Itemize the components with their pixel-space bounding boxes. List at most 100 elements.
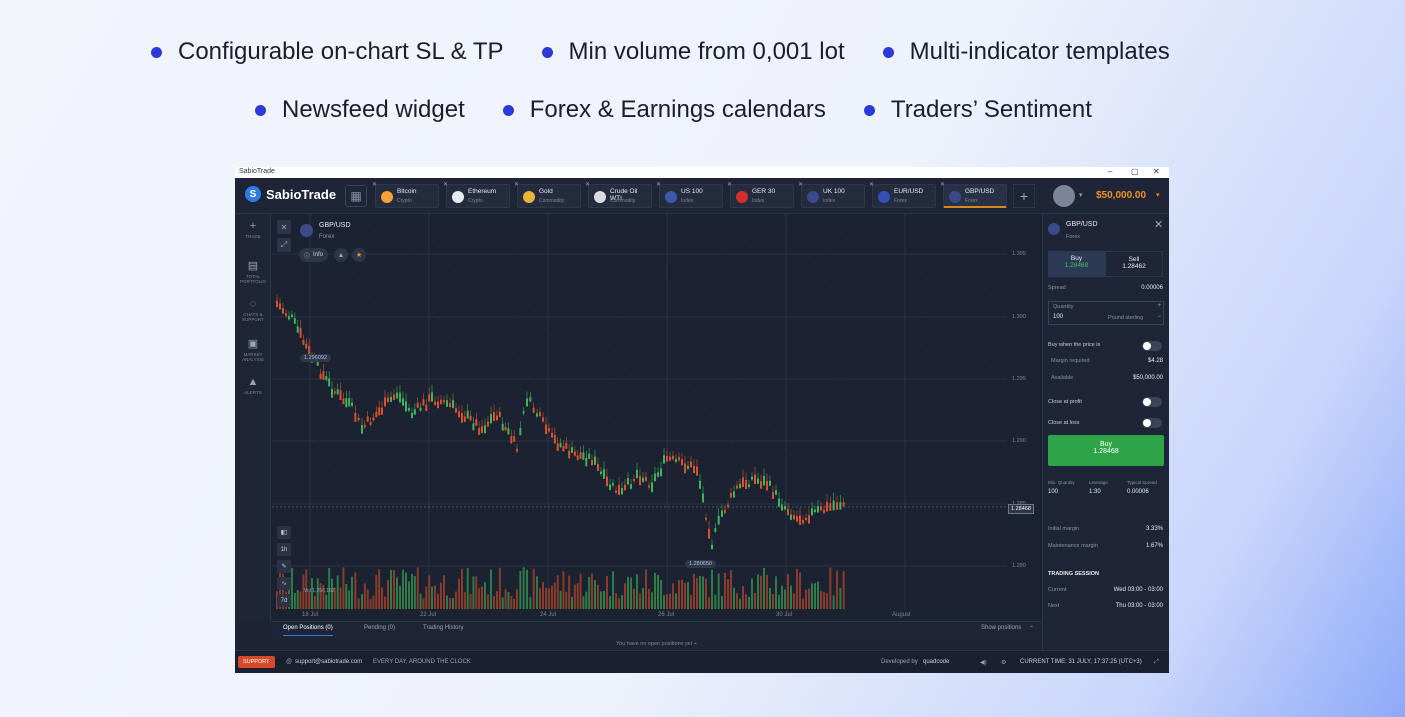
minimize-icon[interactable]: – bbox=[1108, 167, 1113, 176]
map-dot bbox=[824, 280, 826, 282]
instrument-tab[interactable]: ✕ GBP/USD Forex bbox=[940, 182, 1007, 208]
volume-bar bbox=[727, 579, 729, 609]
candle-body bbox=[369, 421, 372, 425]
period-button[interactable]: 7d bbox=[277, 594, 291, 607]
close-tab-icon[interactable]: ✕ bbox=[514, 182, 520, 188]
close-tab-icon[interactable]: ✕ bbox=[869, 182, 875, 188]
instrument-tab[interactable]: ✕ US 100 Index bbox=[656, 182, 723, 208]
fullscreen-icon[interactable]: ⤢ bbox=[1154, 659, 1159, 665]
brand-logo[interactable]: S SabioTrade bbox=[245, 186, 336, 202]
avatar[interactable] bbox=[1053, 185, 1075, 207]
indicators-icon[interactable]: ∿ bbox=[277, 577, 291, 590]
close-chart-icon[interactable]: ✕ bbox=[277, 220, 291, 234]
grid-layout-button[interactable]: ▦ bbox=[345, 185, 367, 207]
expand-icon[interactable]: ⤢ bbox=[277, 238, 291, 252]
tab-pending[interactable]: Pending (0) bbox=[364, 625, 396, 631]
chevron-down-icon[interactable]: ▾ bbox=[1079, 192, 1083, 199]
instrument-tab[interactable]: ✕ EUR/USD Forex bbox=[869, 182, 936, 208]
map-dot bbox=[315, 479, 317, 481]
instrument-tab[interactable]: ✕ Crude Oil WTI Commodity bbox=[585, 182, 652, 208]
instrument-tab[interactable]: ✕ GER 30 Index bbox=[727, 182, 794, 208]
instrument-icon bbox=[381, 191, 393, 203]
instrument-tab[interactable]: ✕ UK 100 Index bbox=[798, 182, 865, 208]
restore-icon[interactable]: ▢ bbox=[1131, 167, 1139, 176]
map-dot bbox=[522, 442, 524, 444]
close-tab-icon[interactable]: ✕ bbox=[940, 182, 946, 188]
gear-icon[interactable]: ⚙ bbox=[1001, 660, 1007, 666]
support-button[interactable]: SUPPORT bbox=[238, 656, 275, 668]
sidebar-item[interactable]: ▲ ALERTS bbox=[235, 376, 271, 395]
buy-price-box[interactable]: Buy 1.28468 bbox=[1048, 251, 1105, 277]
map-dot bbox=[340, 404, 342, 406]
support-email[interactable]: support@sabiotrade.com bbox=[295, 659, 363, 665]
balance-chevron-icon[interactable]: ▾ bbox=[1156, 192, 1160, 199]
volume-bar bbox=[529, 596, 532, 609]
map-dot bbox=[485, 389, 487, 391]
candle-body bbox=[553, 434, 556, 444]
session-current-value: Wed 03:00 - 03:00 bbox=[1113, 587, 1163, 593]
alert-bell-icon[interactable]: ▲ bbox=[334, 248, 348, 262]
volume-bar bbox=[325, 594, 328, 609]
volume-bar bbox=[366, 589, 369, 609]
map-dot bbox=[466, 398, 468, 400]
chevron-up-icon[interactable]: ⌃ bbox=[1029, 626, 1035, 632]
gbp-flag-icon bbox=[300, 224, 313, 237]
instrument-tab[interactable]: ✕ Gold Commodity bbox=[514, 182, 581, 208]
buy-button[interactable]: Buy 1.28468 bbox=[1048, 435, 1164, 466]
tab-trading-history[interactable]: Trading History bbox=[423, 625, 464, 631]
quantity-stepper[interactable]: Quantity 100 Pound sterling + − bbox=[1048, 301, 1164, 325]
account-balance[interactable]: $50,000.00 bbox=[1096, 190, 1147, 201]
candle-body bbox=[536, 413, 538, 417]
instrument-tab[interactable]: ✕ Bitcoin Crypto bbox=[372, 182, 439, 208]
close-tab-icon[interactable]: ✕ bbox=[443, 182, 449, 188]
no-positions-message: You have no open positions yet + bbox=[272, 638, 1041, 650]
sidebar-item[interactable]: ▤ TOTAL PORTFOLIO bbox=[235, 259, 271, 284]
timeframe-button[interactable]: 1h bbox=[277, 543, 291, 556]
volume-bar bbox=[478, 588, 481, 609]
volume-bar bbox=[316, 578, 319, 609]
quantity-input[interactable]: 100 bbox=[1053, 314, 1064, 320]
sidebar-item[interactable]: + TRADE bbox=[235, 220, 271, 239]
map-dot bbox=[451, 303, 453, 305]
map-dot bbox=[762, 302, 764, 304]
price-chart[interactable]: ✕ ⤢ GBP/USD Forex ⓘ Info ▲ ★ ▮▯ 1h ✎ ∿ 7d… bbox=[272, 214, 1041, 621]
close-loss-toggle[interactable] bbox=[1142, 418, 1162, 428]
buy-when-toggle[interactable] bbox=[1142, 341, 1162, 351]
map-dot bbox=[327, 347, 329, 349]
instrument-tab[interactable]: ✕ Ethereum Crypto bbox=[443, 182, 510, 208]
close-panel-icon[interactable]: ✕ bbox=[1154, 219, 1164, 231]
close-icon[interactable]: ✕ bbox=[1153, 167, 1160, 176]
candle-body bbox=[293, 318, 296, 324]
draw-tool-icon[interactable]: ✎ bbox=[277, 560, 291, 573]
tab-open-positions[interactable]: Open Positions (0) bbox=[283, 625, 333, 636]
favorite-star-icon[interactable]: ★ bbox=[352, 248, 366, 262]
bullet-dot bbox=[863, 104, 875, 116]
info-button[interactable]: ⓘ Info bbox=[299, 248, 329, 262]
close-tab-icon[interactable]: ✕ bbox=[727, 182, 733, 188]
close-tab-icon[interactable]: ✕ bbox=[798, 182, 804, 188]
close-tab-icon[interactable]: ✕ bbox=[656, 182, 662, 188]
candle-body bbox=[562, 445, 565, 452]
sell-price-box[interactable]: Sell 1.28462 bbox=[1105, 251, 1163, 277]
sound-icon[interactable]: ◀) bbox=[980, 660, 987, 666]
volume-bar bbox=[751, 578, 753, 609]
x-tick-label: 18 Jul bbox=[302, 612, 319, 618]
chart-canvas[interactable] bbox=[272, 214, 1041, 621]
chart-type-icon[interactable]: ▮▯ bbox=[277, 526, 291, 539]
increase-icon[interactable]: + bbox=[1157, 303, 1161, 309]
volume-bar bbox=[606, 575, 608, 609]
add-tab-button[interactable]: + bbox=[1013, 184, 1035, 208]
close-tab-icon[interactable]: ✕ bbox=[372, 182, 378, 188]
typical-spread-value: 0.00006 bbox=[1127, 489, 1149, 495]
close-tab-icon[interactable]: ✕ bbox=[585, 182, 591, 188]
candle-body bbox=[748, 484, 750, 488]
close-profit-toggle[interactable] bbox=[1142, 397, 1162, 407]
sidebar-item[interactable]: ◌ CHATS & SUPPORT bbox=[235, 298, 271, 322]
candle-body bbox=[597, 463, 599, 471]
map-dot bbox=[867, 267, 869, 269]
decrease-icon[interactable]: − bbox=[1157, 314, 1161, 320]
sidebar-item[interactable]: ▣ MARKET ANALYSIS bbox=[235, 337, 271, 362]
instrument-icon bbox=[736, 191, 748, 203]
add-position-icon[interactable]: + bbox=[693, 641, 697, 647]
show-positions-toggle[interactable]: Show positions bbox=[981, 625, 1022, 631]
